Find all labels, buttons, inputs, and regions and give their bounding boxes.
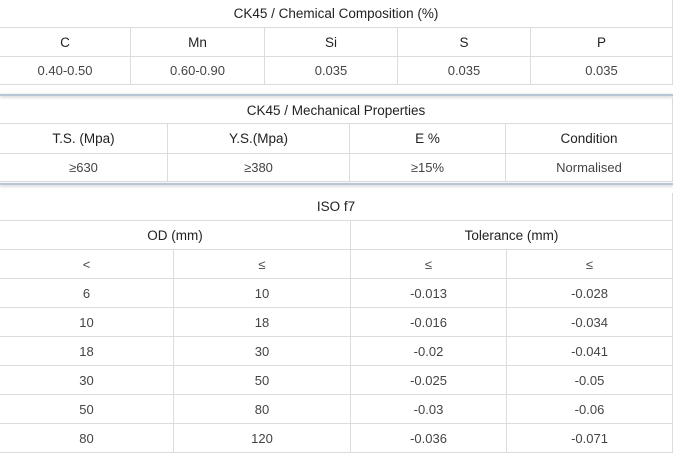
table-cell: 30 (174, 337, 351, 366)
column-header: C (0, 28, 131, 57)
table-cell: 0.035 (531, 57, 673, 85)
table-cell: -0.05 (507, 366, 673, 395)
symbol-cell: ≤ (351, 250, 507, 279)
column-header: T.S. (Mpa) (0, 124, 168, 154)
table-cell: 0.40-0.50 (0, 57, 131, 85)
table-cell: -0.013 (351, 279, 507, 308)
column-header: E % (350, 124, 506, 154)
table-cell: 18 (0, 337, 174, 366)
separator (0, 183, 673, 185)
table-cell: 30 (0, 366, 174, 395)
table-cell: -0.016 (351, 308, 507, 337)
column-header: Si (265, 28, 398, 57)
table-cell: 0.035 (398, 57, 531, 85)
table-title: ISO f7 (0, 193, 673, 221)
table-cell: 0.60-0.90 (131, 57, 265, 85)
column-header: S (398, 28, 531, 57)
table-title: CK45 / Chemical Composition (%) (0, 0, 673, 28)
table-cell: -0.03 (351, 395, 507, 424)
group-header: OD (mm) (0, 221, 351, 250)
table-cell: -0.041 (507, 337, 673, 366)
symbol-cell: < (0, 250, 174, 279)
symbol-cell: ≤ (507, 250, 673, 279)
separator (0, 94, 673, 96)
table-cell: 80 (174, 395, 351, 424)
table-cell: 6 (0, 279, 174, 308)
table-title: CK45 / Mechanical Properties (0, 97, 673, 124)
table-cell: -0.028 (507, 279, 673, 308)
table-cell: 50 (0, 395, 174, 424)
table-cell: ≥380 (168, 154, 350, 182)
table-cell: -0.02 (351, 337, 507, 366)
table-cell: -0.034 (507, 308, 673, 337)
table-cell: 10 (174, 279, 351, 308)
table-cell: -0.06 (507, 395, 673, 424)
table-cell: -0.025 (351, 366, 507, 395)
table-cell: 80 (0, 424, 174, 453)
table-cell: 18 (174, 308, 351, 337)
table-cell: 0.035 (265, 57, 398, 85)
column-header: Y.S.(Mpa) (168, 124, 350, 154)
table-cell: ≥15% (350, 154, 506, 182)
group-header: Tolerance (mm) (351, 221, 673, 250)
table-cell: -0.036 (351, 424, 507, 453)
table-cell: 120 (174, 424, 351, 453)
table-cell: ≥630 (0, 154, 168, 182)
table-cell: 50 (174, 366, 351, 395)
column-header: Mn (131, 28, 265, 57)
column-header: P (531, 28, 673, 57)
table-cell: 10 (0, 308, 174, 337)
table-cell: -0.071 (507, 424, 673, 453)
table-cell: Normalised (506, 154, 673, 182)
column-header: Condition (506, 124, 673, 154)
symbol-cell: ≤ (174, 250, 351, 279)
